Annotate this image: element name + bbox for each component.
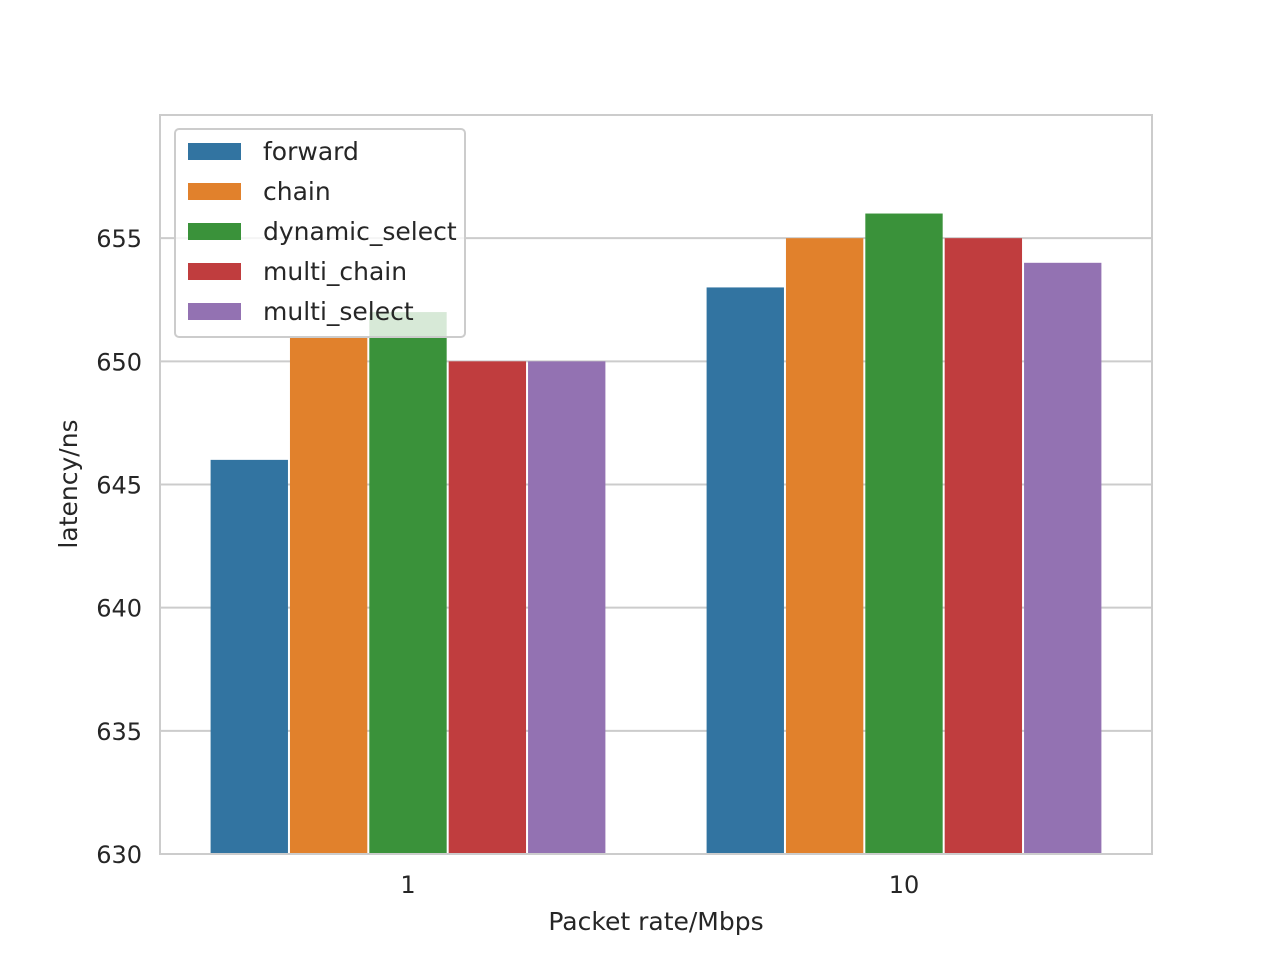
legend-swatch-forward xyxy=(188,143,241,160)
bar-dynamic-select-10 xyxy=(865,213,943,855)
x-tick-labels: 1 10 xyxy=(400,871,919,899)
bar-chain-1 xyxy=(289,336,368,854)
legend-swatch-multi-chain xyxy=(188,263,241,280)
plot-frame xyxy=(159,114,1153,855)
legend-swatch-multi-select xyxy=(188,303,241,320)
bar-multi-chain-1 xyxy=(448,361,527,854)
legend: forward chain dynamic_select multi_chainmul… xyxy=(174,128,466,338)
legend-label-chain: chain xyxy=(263,177,331,206)
legend-label-forward: forward xyxy=(263,137,359,166)
y-tick-label: 630 xyxy=(96,841,142,869)
y-axis-label: latency/ns xyxy=(54,419,83,548)
y-tick-label: 645 xyxy=(96,472,142,500)
bar-chain-10 xyxy=(785,238,864,854)
x-axis-label: Packet rate/Mbps xyxy=(548,907,763,936)
bar-multi-select-10 xyxy=(1024,262,1102,854)
legend-swatch-chain xyxy=(188,183,241,200)
legend-swatch-dynamic-select xyxy=(188,223,241,240)
legend-box xyxy=(174,128,466,338)
legend-label-multi-chain: multi_chain xyxy=(263,257,407,286)
bars xyxy=(210,213,1102,855)
legend-label-multi-select: multi_select xyxy=(263,297,414,326)
y-tick-label: 635 xyxy=(96,718,142,746)
x-tick-label: 1 xyxy=(400,871,415,899)
y-tick-label: 655 xyxy=(96,225,142,253)
bar-forward-1 xyxy=(210,459,288,854)
bar-multi-select-1 xyxy=(528,361,606,854)
legend-label-dynamic-select: dynamic_select xyxy=(263,217,457,246)
bar-multi-chain-10 xyxy=(944,238,1023,854)
bar-dynamic-select-1 xyxy=(369,312,447,855)
y-tick-label: 650 xyxy=(96,348,142,376)
y-tick-labels: 630 635 640 645 650 655 xyxy=(96,225,142,869)
y-tick-label: 640 xyxy=(96,595,142,623)
x-tick-label: 10 xyxy=(889,871,920,899)
bar-forward-10 xyxy=(706,287,784,854)
